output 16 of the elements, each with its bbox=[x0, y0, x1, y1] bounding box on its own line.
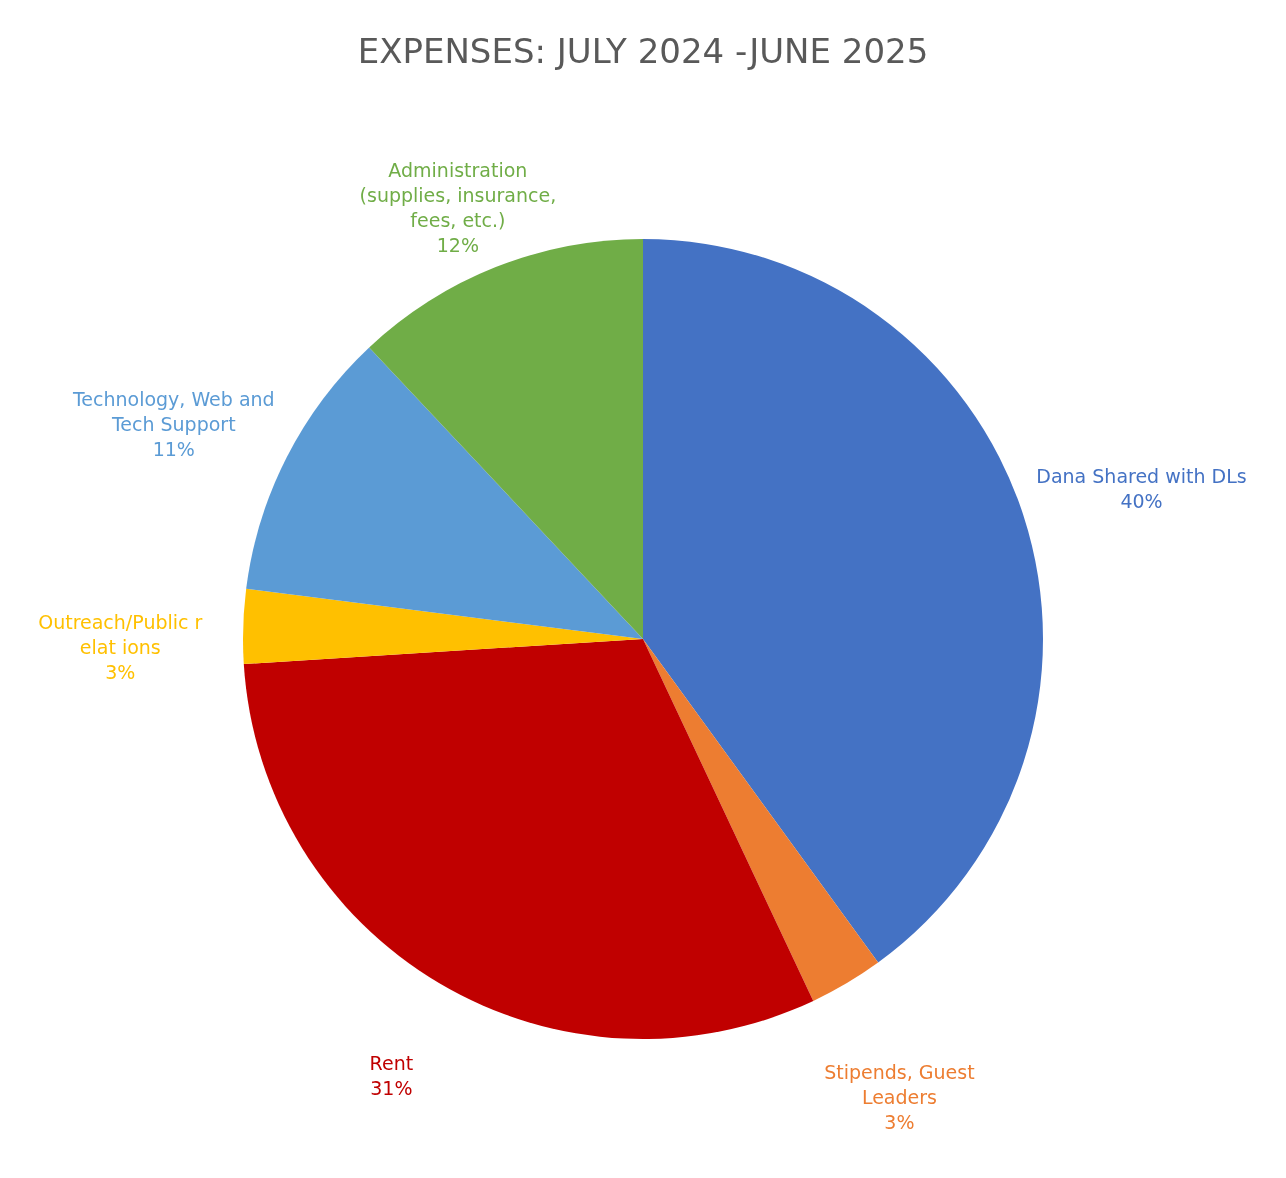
pie-slice bbox=[369, 239, 643, 639]
data-label: 12% bbox=[436, 234, 479, 257]
data-label: 3% bbox=[105, 660, 136, 683]
data-label: 3% bbox=[884, 1110, 915, 1133]
data-label: 31% bbox=[370, 1077, 413, 1100]
pie-slice bbox=[643, 639, 879, 1001]
pie-slice bbox=[243, 639, 814, 1039]
slice-label: Administration (supplies, insurance, fees, etc.) bbox=[359, 159, 557, 232]
slice-label: Outreach/Public r elat ions bbox=[38, 610, 203, 658]
data-label: 40% bbox=[1120, 490, 1163, 513]
slice-label: Stipends, Guest Leaders bbox=[824, 1060, 975, 1108]
chart-title: EXPENSES: JULY 2024 -JUNE 2025 bbox=[357, 31, 929, 71]
data-label: 11% bbox=[152, 437, 195, 460]
slice-label: Technology, Web and Tech Support bbox=[71, 387, 275, 435]
slice-label: Rent bbox=[369, 1052, 414, 1075]
slice-label: Dana Shared with DLs bbox=[1036, 465, 1247, 488]
